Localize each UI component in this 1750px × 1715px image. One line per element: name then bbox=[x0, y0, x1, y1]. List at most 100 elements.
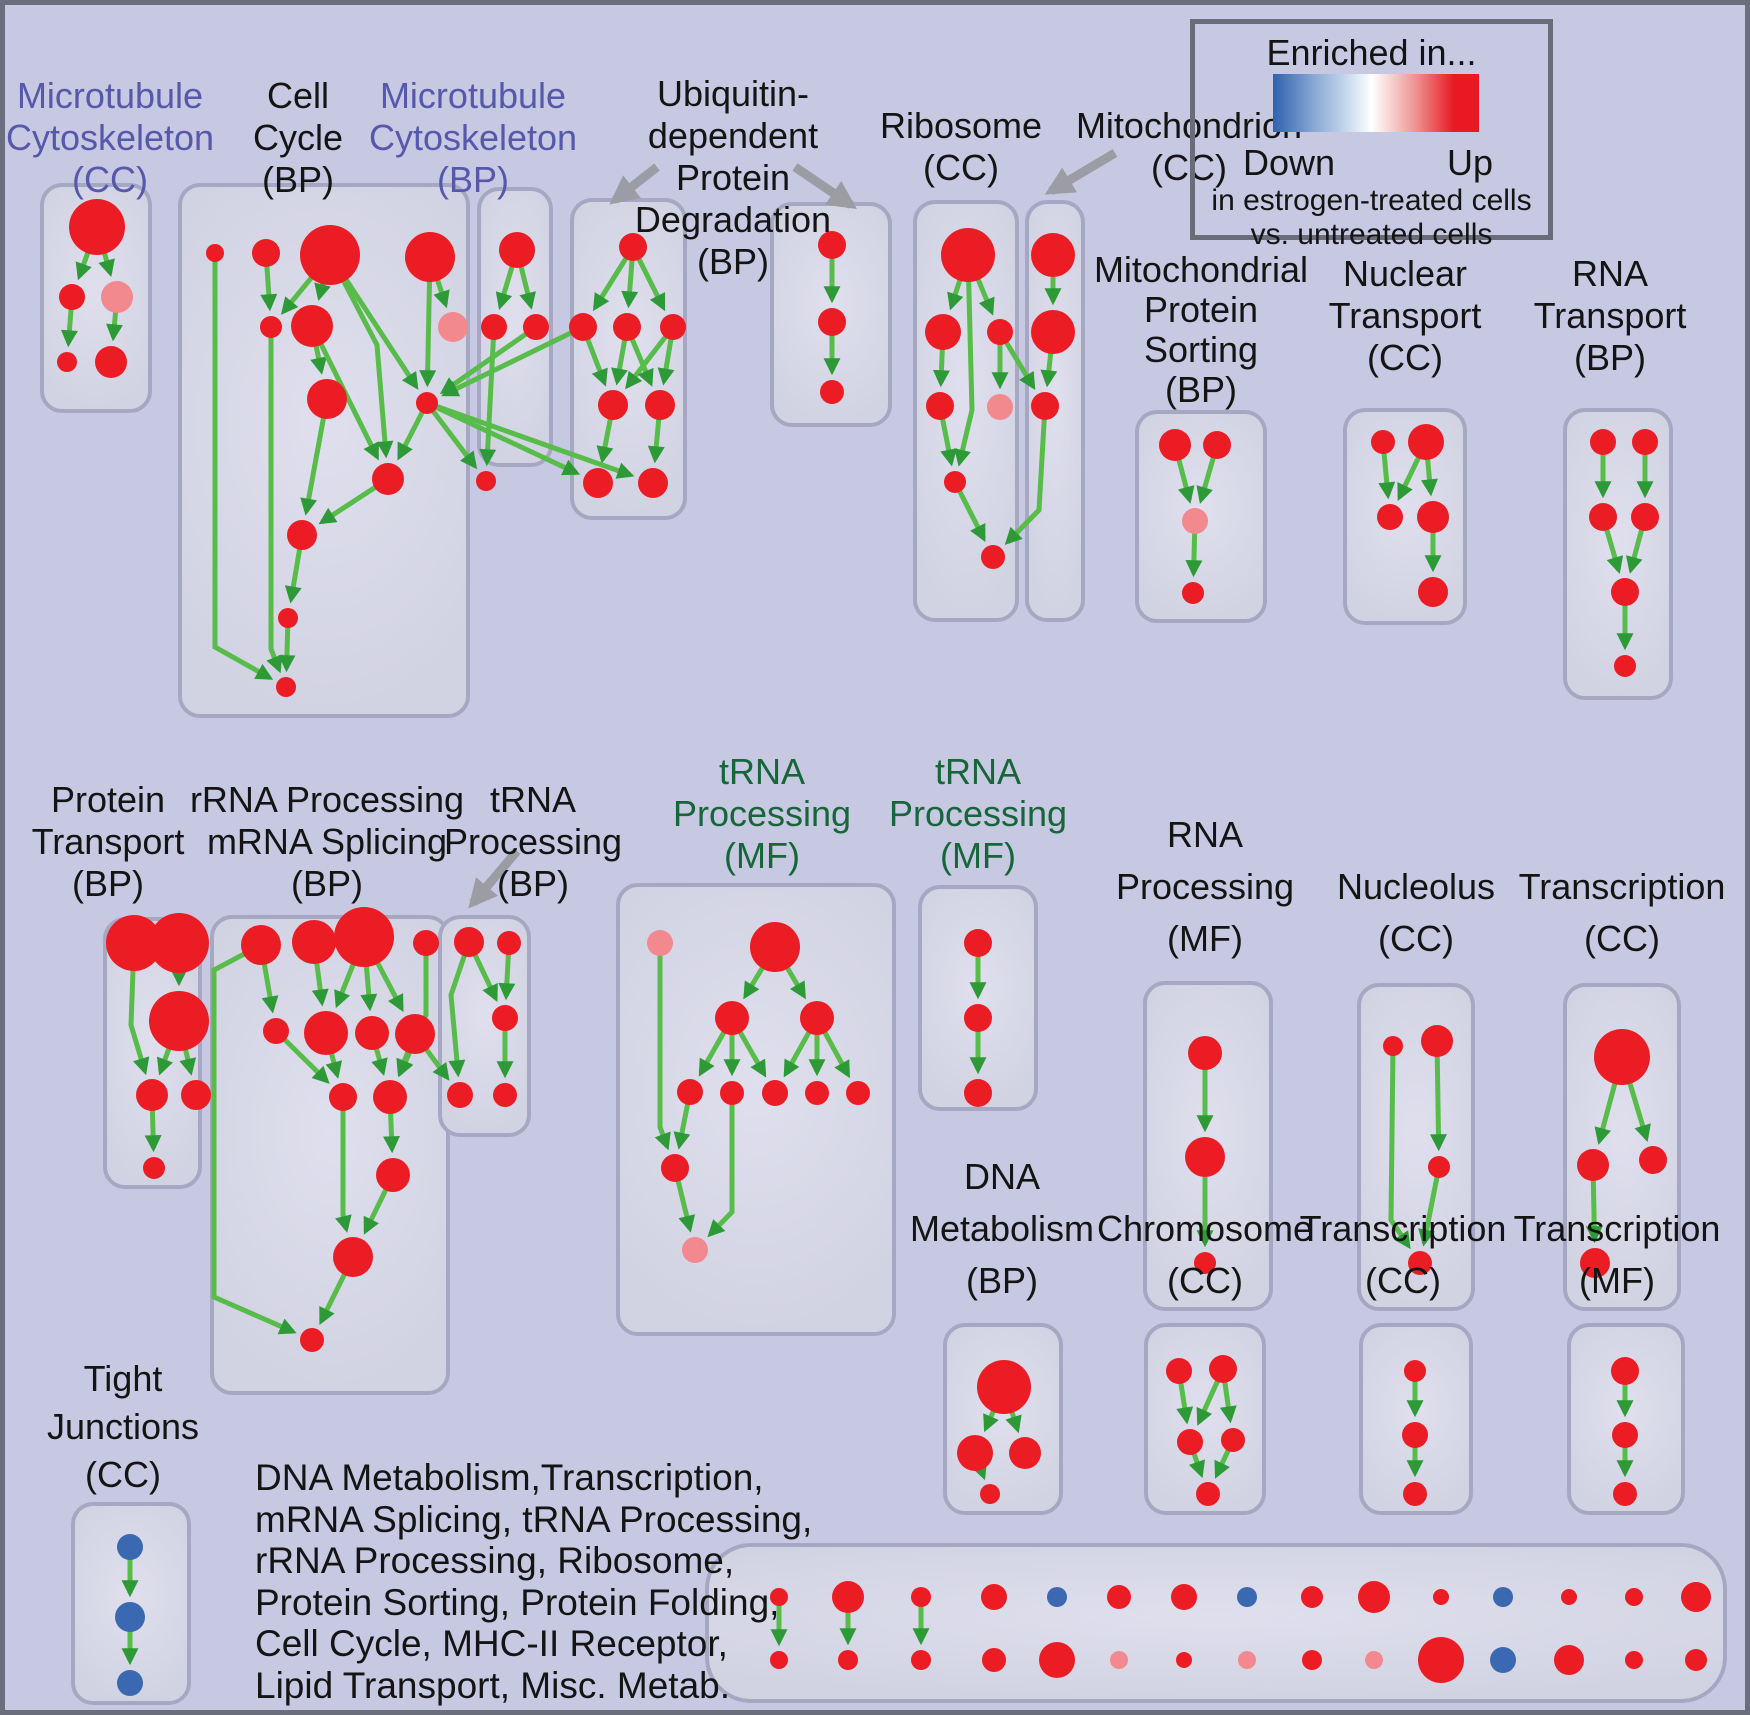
node-y3t[interactable] bbox=[911, 1587, 931, 1607]
node-g2[interactable] bbox=[1031, 392, 1059, 420]
node-q1[interactable] bbox=[1421, 1025, 1453, 1057]
node-y15t[interactable] bbox=[1681, 1582, 1711, 1612]
node-d7[interactable] bbox=[638, 468, 668, 498]
node-v2[interactable] bbox=[1613, 1482, 1637, 1506]
node-n4[interactable] bbox=[677, 1079, 703, 1105]
node-y9t[interactable] bbox=[1301, 1586, 1323, 1608]
node-t3[interactable] bbox=[1221, 1428, 1245, 1452]
node-l9[interactable] bbox=[373, 1080, 407, 1114]
node-o2[interactable] bbox=[964, 1079, 992, 1107]
node-y4b[interactable] bbox=[982, 1648, 1006, 1672]
node-j0[interactable] bbox=[1590, 429, 1616, 455]
node-y10b[interactable] bbox=[1365, 1651, 1383, 1669]
node-s2[interactable] bbox=[1009, 1437, 1041, 1469]
node-b12[interactable] bbox=[276, 677, 296, 697]
node-o1[interactable] bbox=[964, 1004, 992, 1032]
node-i1[interactable] bbox=[1408, 424, 1444, 460]
node-j1[interactable] bbox=[1632, 429, 1658, 455]
node-b3[interactable] bbox=[405, 232, 455, 282]
node-b5[interactable] bbox=[291, 305, 333, 347]
node-b10[interactable] bbox=[287, 520, 317, 550]
node-y5t[interactable] bbox=[1047, 1587, 1067, 1607]
node-p1[interactable] bbox=[1185, 1137, 1225, 1177]
node-q2[interactable] bbox=[1428, 1156, 1450, 1178]
node-k3[interactable] bbox=[136, 1079, 168, 1111]
node-n6[interactable] bbox=[762, 1080, 788, 1106]
node-l5[interactable] bbox=[304, 1011, 348, 1055]
node-k4[interactable] bbox=[181, 1080, 211, 1110]
node-m4[interactable] bbox=[493, 1083, 517, 1107]
node-q3[interactable] bbox=[1408, 1251, 1432, 1275]
node-l3[interactable] bbox=[413, 930, 439, 956]
node-y8b[interactable] bbox=[1238, 1651, 1256, 1669]
node-j5[interactable] bbox=[1614, 655, 1636, 677]
node-d6[interactable] bbox=[583, 468, 613, 498]
node-i3[interactable] bbox=[1417, 501, 1449, 533]
node-n5[interactable] bbox=[720, 1081, 744, 1105]
node-f1[interactable] bbox=[925, 314, 961, 350]
node-d4[interactable] bbox=[598, 390, 628, 420]
node-g0[interactable] bbox=[1031, 233, 1075, 277]
node-a0[interactable] bbox=[69, 199, 125, 255]
node-w2[interactable] bbox=[117, 1670, 143, 1696]
node-v0[interactable] bbox=[1611, 1357, 1639, 1385]
node-i4[interactable] bbox=[1418, 577, 1448, 607]
node-s3[interactable] bbox=[980, 1484, 1000, 1504]
node-w1[interactable] bbox=[115, 1602, 145, 1632]
node-r2[interactable] bbox=[1639, 1146, 1667, 1174]
node-u0[interactable] bbox=[1404, 1360, 1426, 1382]
node-v1[interactable] bbox=[1612, 1422, 1638, 1448]
node-y7b[interactable] bbox=[1176, 1652, 1192, 1668]
node-m1[interactable] bbox=[497, 931, 521, 955]
node-a2[interactable] bbox=[101, 281, 133, 313]
node-d0[interactable] bbox=[619, 233, 647, 261]
node-t1[interactable] bbox=[1209, 1355, 1237, 1383]
node-r3[interactable] bbox=[1580, 1248, 1610, 1278]
node-t2[interactable] bbox=[1177, 1429, 1203, 1455]
node-n3[interactable] bbox=[800, 1001, 834, 1035]
node-a1[interactable] bbox=[59, 284, 85, 310]
node-d2[interactable] bbox=[613, 313, 641, 341]
node-j2[interactable] bbox=[1589, 503, 1617, 531]
node-b11[interactable] bbox=[278, 608, 298, 628]
node-y6b[interactable] bbox=[1110, 1651, 1128, 1669]
node-b7[interactable] bbox=[307, 379, 347, 419]
node-b4[interactable] bbox=[260, 316, 282, 338]
node-a4[interactable] bbox=[95, 346, 127, 378]
node-d1[interactable] bbox=[569, 313, 597, 341]
node-y6t[interactable] bbox=[1107, 1585, 1131, 1609]
node-n9[interactable] bbox=[661, 1154, 689, 1182]
node-f5[interactable] bbox=[944, 471, 966, 493]
node-w0[interactable] bbox=[117, 1534, 143, 1560]
node-y4t[interactable] bbox=[981, 1584, 1007, 1610]
node-k0[interactable] bbox=[106, 915, 162, 971]
node-y15b[interactable] bbox=[1685, 1649, 1707, 1671]
node-u2[interactable] bbox=[1403, 1482, 1427, 1506]
node-n8[interactable] bbox=[846, 1081, 870, 1105]
node-y2b[interactable] bbox=[838, 1650, 858, 1670]
node-n1[interactable] bbox=[750, 922, 800, 972]
node-t4[interactable] bbox=[1196, 1482, 1220, 1506]
node-h0[interactable] bbox=[1159, 429, 1191, 461]
node-y14t[interactable] bbox=[1625, 1588, 1643, 1606]
node-n0[interactable] bbox=[647, 930, 673, 956]
node-y1b[interactable] bbox=[770, 1651, 788, 1669]
node-l0[interactable] bbox=[241, 925, 281, 965]
node-o0[interactable] bbox=[964, 929, 992, 957]
node-m3[interactable] bbox=[447, 1082, 473, 1108]
node-m2[interactable] bbox=[492, 1005, 518, 1031]
node-y10t[interactable] bbox=[1358, 1581, 1390, 1613]
node-b8[interactable] bbox=[416, 392, 438, 414]
node-j3[interactable] bbox=[1631, 503, 1659, 531]
node-l7[interactable] bbox=[395, 1014, 435, 1054]
node-l1[interactable] bbox=[292, 920, 336, 964]
node-s0[interactable] bbox=[977, 1360, 1031, 1414]
node-l8[interactable] bbox=[329, 1083, 357, 1111]
node-l11[interactable] bbox=[333, 1237, 373, 1277]
node-d5[interactable] bbox=[645, 390, 675, 420]
node-u1[interactable] bbox=[1402, 1422, 1428, 1448]
node-e1[interactable] bbox=[818, 308, 846, 336]
node-k1[interactable] bbox=[149, 913, 209, 973]
node-j4[interactable] bbox=[1611, 578, 1639, 606]
node-n2[interactable] bbox=[715, 1001, 749, 1035]
